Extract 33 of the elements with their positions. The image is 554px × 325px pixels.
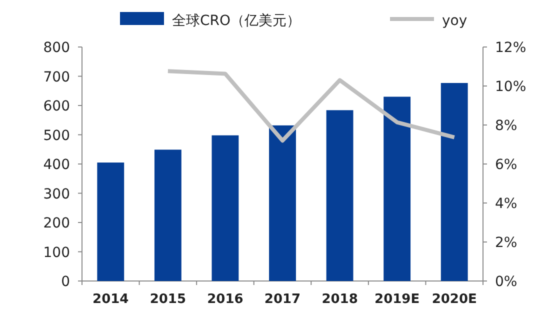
bar (269, 125, 296, 281)
bar (326, 110, 354, 281)
legend-label: 全球CRO（亿美元） (172, 13, 301, 29)
legend-label: yoy (442, 13, 468, 29)
y2-tick-label: 10% (495, 79, 526, 95)
x-tick-label: 2018 (322, 292, 358, 307)
bar (97, 162, 124, 281)
y-tick-label: 400 (43, 157, 70, 173)
y-tick-label: 200 (43, 216, 70, 232)
x-tick-label: 2019E (374, 292, 420, 307)
y-tick-label: 300 (43, 186, 70, 202)
y2-tick-label: 12% (495, 40, 526, 56)
y-tick-label: 600 (43, 98, 70, 114)
y2-tick-label: 8% (495, 118, 518, 134)
y-tick-label: 500 (43, 128, 70, 144)
bar (440, 82, 468, 281)
bar (212, 135, 239, 281)
bar (154, 150, 182, 281)
x-tick-label: 2016 (207, 292, 244, 307)
x-tick-label: 2014 (92, 292, 129, 307)
y2-tick-label: 2% (495, 235, 518, 251)
y2-tick-label: 6% (495, 157, 518, 173)
x-tick-label: 2020E (432, 292, 477, 307)
y-tick-label: 100 (43, 244, 70, 261)
y-tick-label: 800 (43, 40, 70, 56)
x-tick-label: 2015 (150, 292, 186, 307)
y-tick-label: 700 (43, 69, 70, 86)
line-series (166, 69, 456, 143)
bar (384, 96, 411, 281)
y2-tick-label: 4% (495, 196, 518, 212)
y-tick-label: 0 (61, 274, 70, 290)
y2-tick-label: 0% (495, 274, 518, 290)
x-tick-label: 2017 (264, 292, 301, 307)
